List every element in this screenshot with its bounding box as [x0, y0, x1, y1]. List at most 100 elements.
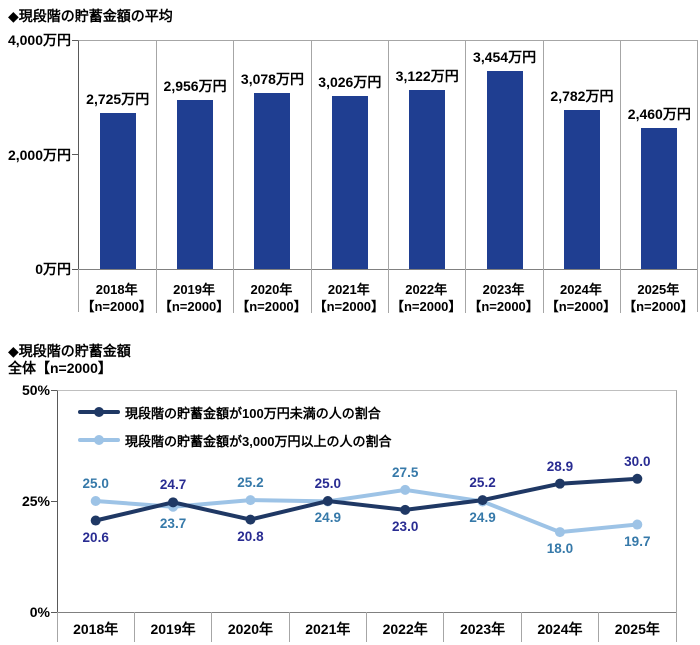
bar-x-axis-year-label: 2018年 — [95, 282, 138, 297]
line-x-axis-separator — [520, 612, 522, 642]
line-marker-icon — [632, 519, 643, 530]
line-marker-icon — [245, 495, 256, 506]
line-chart-title: ◆現段階の貯蓄金額 — [8, 343, 131, 359]
line-data-label: 23.0 — [392, 518, 419, 534]
bar-value-label: 2,782万円 — [550, 88, 614, 104]
line-marker-icon — [168, 497, 179, 508]
bar-column-separator — [620, 41, 622, 313]
bar-column-separator — [388, 41, 389, 313]
legend-item-under-1m: 現段階の貯蓄金額が100万円未満の人の割合 — [78, 403, 392, 421]
bar-x-axis-n-label: 【n=2000】 — [81, 299, 152, 314]
bar-value-label: 3,454万円 — [473, 49, 537, 65]
bar-value-label: 2,956万円 — [163, 78, 227, 94]
bar-x-axis-n-label: 【n=2000】 — [545, 299, 617, 314]
bar — [254, 93, 291, 269]
line-data-label: 24.9 — [469, 510, 496, 526]
line-data-label: 28.9 — [546, 458, 574, 474]
legend-line-sample-dark-icon — [78, 407, 120, 417]
bar — [563, 110, 600, 269]
line-y-axis-tick-label: 50% — [21, 382, 50, 398]
bar — [486, 71, 523, 269]
line-x-axis-separator — [366, 612, 367, 642]
bar-chart-title: ◆現段階の貯蓄金額の平均 — [8, 8, 173, 24]
bar-y-axis-tick-label: 0万円 — [35, 261, 71, 277]
line-data-label: 24.7 — [159, 477, 187, 493]
line-x-axis-year-label: 2019年 — [150, 621, 196, 637]
bar-y-axis-tick-mark — [72, 268, 78, 270]
bar-value-label: 3,122万円 — [395, 68, 459, 84]
legend-marker-light-icon — [94, 435, 104, 445]
bar-column-separator — [310, 41, 312, 313]
bar-chart-plot-area: 2,725万円 2,956万円 3,078万円 3,026万円 3,122万円 3,454… — [78, 40, 698, 313]
line-marker-icon — [400, 504, 411, 515]
line-series-0 — [95, 476, 638, 523]
line-x-axis-year-label: 2018年 — [73, 621, 119, 637]
bar-x-axis-n-label: 【n=2000】 — [313, 299, 385, 314]
line-x-axis-year-label: 2025年 — [614, 621, 660, 637]
line-x-axis-separator — [675, 612, 677, 642]
line-y-axis-tick-mark — [51, 389, 57, 391]
legend-label-under-1m: 現段階の貯蓄金額が100万円未満の人の割合 — [125, 405, 381, 421]
bar-value-label: 2,460万円 — [627, 106, 691, 122]
legend-item-over-30m: 現段階の貯蓄金額が3,000万円以上の人の割合 — [78, 431, 392, 449]
bar-column-separator — [233, 41, 235, 313]
bar — [177, 100, 214, 269]
line-data-label: 19.7 — [624, 533, 651, 549]
line-chart-plot-area — [57, 390, 677, 613]
line-marker-icon — [632, 473, 643, 484]
line-data-label: 20.6 — [82, 529, 109, 545]
bar-x-axis-year-label: 2022年 — [405, 282, 448, 297]
bar-x-axis-n-label: 【n=2000】 — [236, 299, 307, 314]
bar-x-axis-n-label: 【n=2000】 — [390, 299, 462, 314]
bar-x-axis-year-label: 2023年 — [482, 282, 525, 297]
line-x-axis-separator — [133, 612, 135, 642]
line-x-axis-year-label: 2020年 — [227, 621, 274, 637]
line-y-axis-tick-label: 25% — [21, 493, 50, 509]
bar-x-axis-n-label: 【n=2000】 — [623, 299, 694, 314]
line-x-axis-year-label: 2024年 — [537, 621, 583, 637]
bar-x-axis-n-label: 【n=2000】 — [158, 299, 230, 314]
line-chart-series-canvas — [90, 473, 643, 538]
line-x-axis-separator — [288, 612, 290, 642]
line-chart-legend: 現段階の貯蓄金額が100万円未満の人の割合 現段階の貯蓄金額が3,000万円以上… — [78, 403, 392, 459]
line-marker-icon — [245, 514, 256, 525]
bar — [409, 90, 446, 269]
line-x-axis-separator — [56, 612, 58, 642]
bar-y-axis-tick-mark — [72, 39, 78, 41]
bar-y-axis-tick-label: 2,000万円 — [7, 146, 71, 163]
line-data-label: 18.0 — [546, 541, 574, 557]
bar-x-axis-year-label: 2025年 — [637, 282, 680, 297]
bar-column-separator — [465, 41, 467, 313]
bar-x-axis-year-label: 2021年 — [327, 282, 370, 297]
line-data-label: 25.0 — [82, 476, 109, 491]
line-data-label: 25.2 — [469, 475, 496, 491]
legend-label-over-30m: 現段階の貯蓄金額が3,000万円以上の人の割合 — [125, 433, 392, 449]
line-marker-icon — [322, 496, 333, 506]
line-x-axis-year-label: 2023年 — [459, 621, 506, 637]
line-marker-icon — [477, 495, 488, 506]
line-marker-icon — [400, 484, 411, 495]
line-x-axis-year-label: 2022年 — [382, 621, 428, 637]
bar-axis-extension-left — [77, 269, 79, 312]
line-y-axis-tick-label: 0% — [29, 604, 50, 620]
line-marker-icon — [554, 478, 565, 489]
bar — [641, 128, 678, 269]
line-marker-icon — [554, 527, 565, 538]
line-data-label: 25.2 — [237, 475, 264, 491]
line-data-label: 30.0 — [624, 453, 651, 469]
bar — [99, 113, 136, 269]
bar-y-axis-tick-mark — [72, 154, 78, 155]
bar-x-axis-year-label: 2020年 — [250, 282, 293, 297]
line-x-axis-year-label: 2021年 — [305, 621, 351, 637]
bar-x-axis-year-label: 2024年 — [559, 282, 602, 297]
line-x-axis-separator — [598, 612, 600, 642]
bar-value-label: 3,078万円 — [240, 71, 304, 87]
bar-value-label: 2,725万円 — [86, 91, 150, 107]
line-y-axis-tick-mark — [51, 611, 57, 613]
bar-axis-extension-right — [696, 269, 698, 312]
line-x-axis-separator — [211, 612, 213, 642]
bar-x-axis-year-label: 2019年 — [173, 282, 216, 297]
line-y-axis-tick-mark — [51, 500, 57, 502]
line-data-label: 25.0 — [314, 476, 341, 491]
